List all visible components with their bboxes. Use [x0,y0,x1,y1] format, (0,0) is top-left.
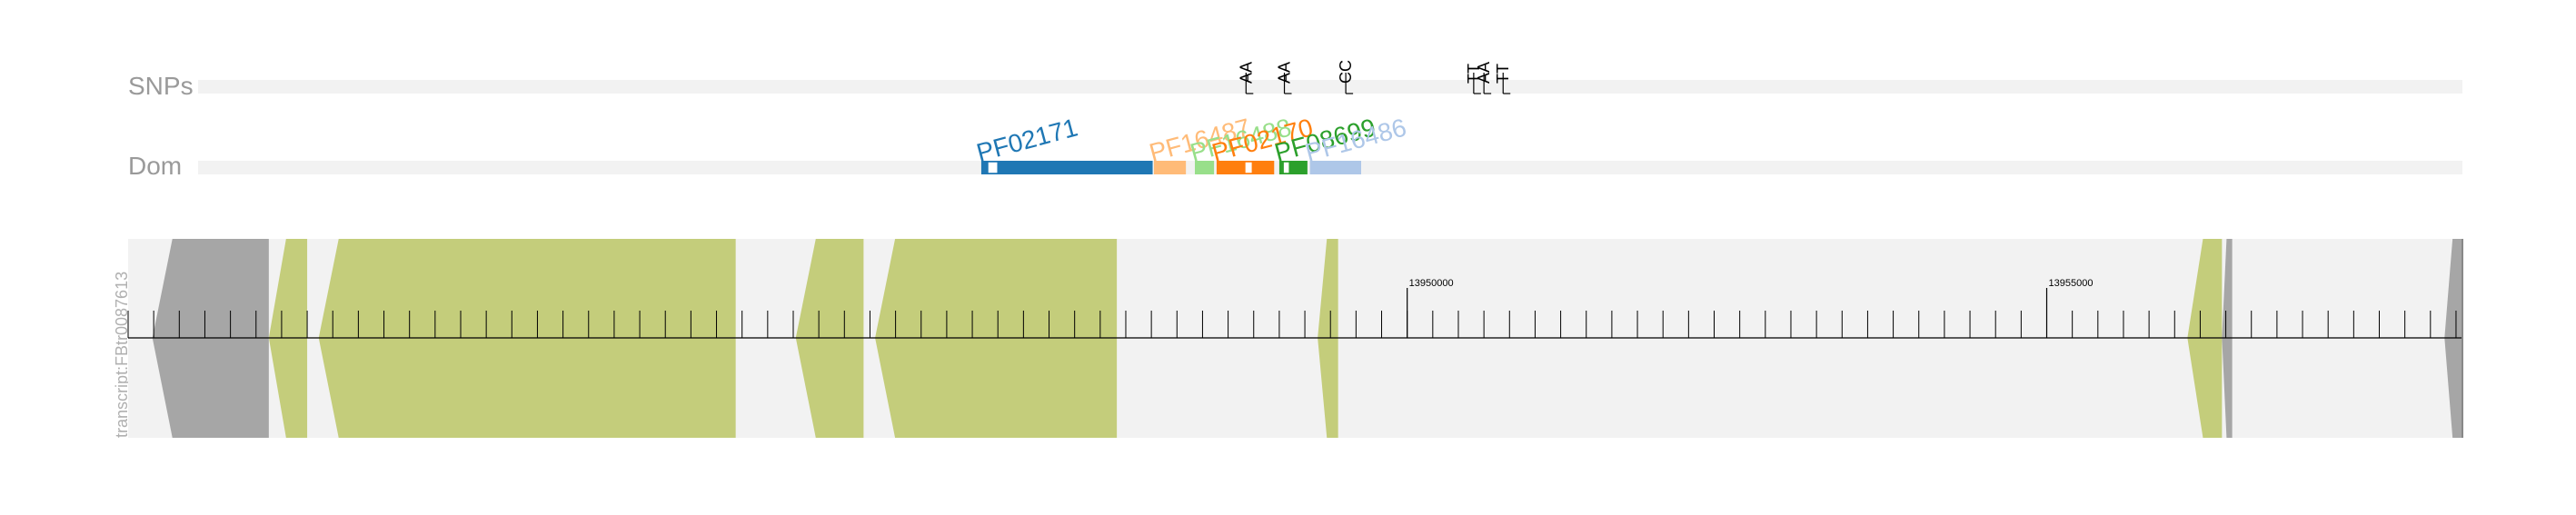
transcript-layer: 13950000 13955000 [127,239,2463,438]
axis-tick-label: 13955000 [2049,278,2094,289]
domain-bar [980,161,1153,174]
snps-track-band [198,80,2462,94]
domain-bar [1309,161,1361,174]
domain-gap [1244,161,1254,174]
domain-label: PF02171 [973,113,1080,166]
axis-tick-label: 13950000 [1409,278,1454,289]
dom-track-label: Dom [128,152,182,180]
snps-track-label: SNPs [128,72,194,100]
snp-label: AA [1276,62,1294,84]
snp-label: CC [1337,60,1355,84]
snp-label: AA [1237,62,1255,84]
domain-bar [1153,161,1187,174]
transcript-track-label: transcript:FBtr0087613 [113,272,131,438]
domain-gap [1282,161,1290,174]
domain-gap [987,161,999,174]
snp-label: TT [1465,64,1483,84]
domain-bar [1194,161,1215,174]
snp-label: TT [1494,64,1512,84]
snp-label: AA [1475,62,1493,84]
